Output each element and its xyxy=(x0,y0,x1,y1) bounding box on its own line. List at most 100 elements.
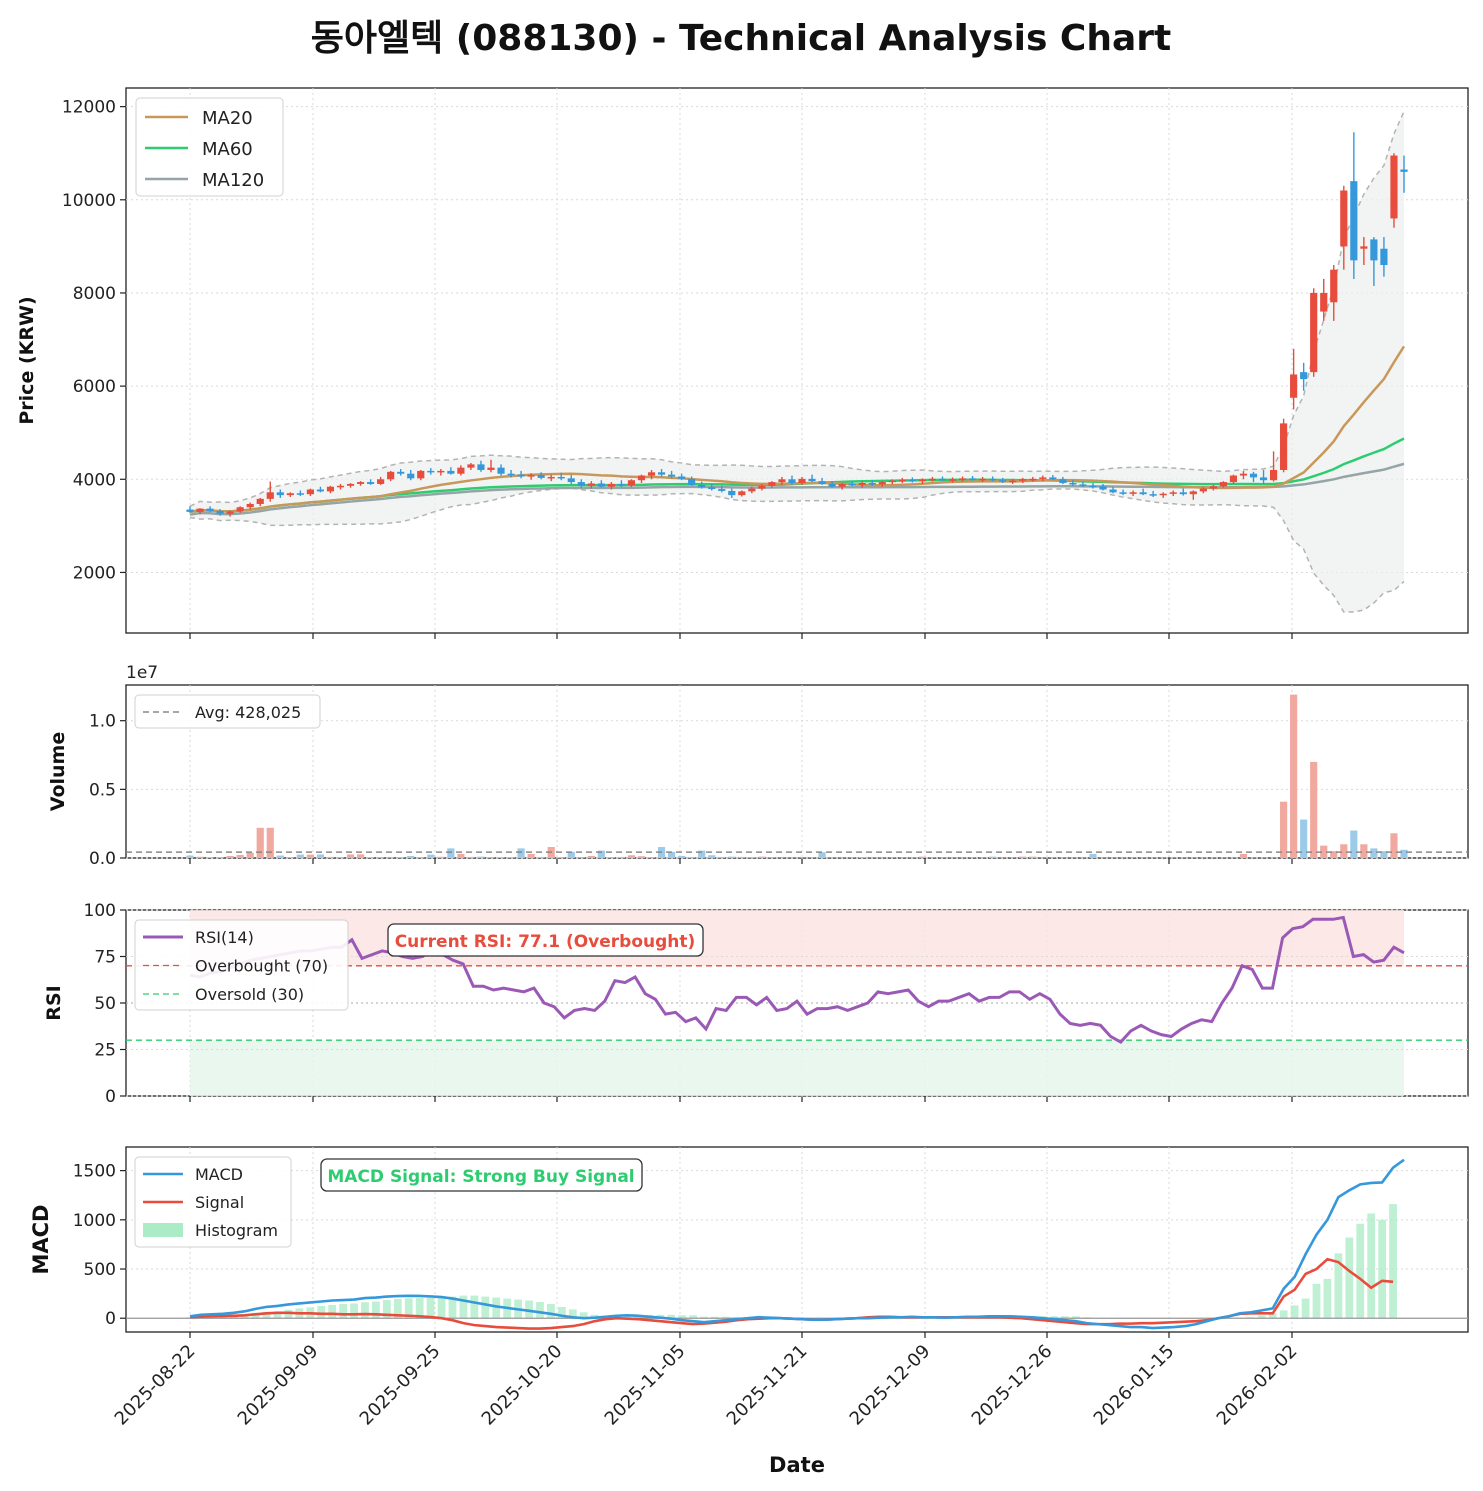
candle-body xyxy=(336,485,345,488)
candle-body xyxy=(1249,473,1258,478)
candle-body xyxy=(457,467,465,474)
candle-body xyxy=(989,478,997,481)
legend-label-ma120: MA120 xyxy=(202,170,264,191)
candle-body xyxy=(647,472,656,476)
volume-bar xyxy=(989,856,997,858)
macd-histogram-bar xyxy=(361,1302,369,1319)
ma20-line xyxy=(189,345,1406,514)
candle-body xyxy=(1099,486,1107,490)
candle-body xyxy=(367,482,375,484)
candle-body xyxy=(497,467,505,474)
candle-body xyxy=(567,478,575,483)
volume-legend-label: Avg: 428,025 xyxy=(195,703,301,722)
volume-ytick-label: 0.5 xyxy=(89,780,116,800)
candle-body xyxy=(587,483,595,486)
candle-body xyxy=(467,464,475,468)
volume-bar xyxy=(557,857,565,858)
macd-histogram-bar xyxy=(568,1309,577,1319)
volume-bar xyxy=(206,857,214,858)
macd-histogram-bar xyxy=(1071,1316,1080,1319)
candle-body xyxy=(1149,494,1157,496)
volume-bar xyxy=(1290,694,1298,858)
candle-body xyxy=(1239,473,1248,476)
candle-body xyxy=(1370,239,1378,261)
candle-body xyxy=(718,489,726,491)
volume-bar xyxy=(407,855,415,858)
candle-body xyxy=(698,484,706,488)
candle-body xyxy=(1199,488,1207,492)
macd-histogram-bar xyxy=(339,1303,348,1319)
macd-line xyxy=(189,1158,1405,1330)
volume-bar xyxy=(286,857,294,858)
candle-body xyxy=(968,478,977,480)
volume-bar xyxy=(1370,848,1378,858)
candle-body xyxy=(1259,477,1268,481)
volume-bar xyxy=(1089,853,1097,858)
candle-body xyxy=(597,483,605,487)
macd-histogram-bar xyxy=(689,1315,698,1319)
volume-bar xyxy=(487,857,495,858)
legend-label-ma60: MA60 xyxy=(202,139,253,160)
volume-bar xyxy=(1310,761,1318,858)
volume-bar xyxy=(417,857,425,858)
macd-histogram-bar xyxy=(1050,1316,1058,1319)
volume-bar xyxy=(527,853,535,858)
candle-body xyxy=(738,491,746,496)
volume-bar xyxy=(818,852,826,858)
volume-bar xyxy=(617,856,626,858)
candle-body xyxy=(236,507,244,512)
volume-panel: 0.0 0.5 1.0 1e7 Volume Avg: 428,025 xyxy=(47,663,1469,869)
volume-bar xyxy=(346,854,355,858)
volume-bar xyxy=(1029,856,1037,858)
candle-body xyxy=(1360,246,1368,249)
volume-bar xyxy=(738,856,746,858)
candle-body xyxy=(256,498,264,504)
candle-body xyxy=(447,470,455,474)
candle-body xyxy=(226,511,234,514)
candle-body xyxy=(1059,479,1067,484)
macd-histogram-bar xyxy=(404,1298,413,1319)
volume-bar xyxy=(718,856,726,858)
rsi-ytick-label: 0 xyxy=(105,1087,116,1107)
macd-histogram-bar xyxy=(393,1299,402,1319)
macd-histogram-bar xyxy=(470,1295,479,1319)
candle-body xyxy=(918,479,926,482)
x-tick-label: 2025-09-25 xyxy=(356,1341,445,1430)
candle-body xyxy=(808,478,816,482)
volume-bar xyxy=(517,848,525,858)
macd-ylabel: MACD xyxy=(29,1205,53,1275)
x-tick-label: 2025-10-20 xyxy=(478,1341,567,1430)
rsi-legend-label: Oversold (30) xyxy=(195,985,304,1004)
price-ytick-label: 8000 xyxy=(73,284,116,304)
candle-body xyxy=(1300,372,1308,380)
volume-bar xyxy=(1400,849,1408,858)
price-legend-box xyxy=(135,97,284,197)
candle-body xyxy=(828,483,836,487)
volume-bar xyxy=(698,850,706,858)
candle-body xyxy=(999,480,1007,482)
volume-bar xyxy=(1380,851,1388,858)
candle-body xyxy=(678,476,686,479)
volume-bar xyxy=(336,857,345,858)
candle-body xyxy=(1109,489,1117,493)
volume-bar xyxy=(1340,844,1348,858)
macd-histogram-bar xyxy=(372,1301,380,1319)
candle-body xyxy=(487,467,495,470)
macd-legend: MACD Signal Histogram xyxy=(134,1156,292,1248)
macd-histogram-bar xyxy=(579,1312,588,1319)
rsi-oversold-zone xyxy=(190,1040,1404,1096)
macd-ytick-label: 500 xyxy=(84,1260,116,1280)
volume-bar xyxy=(356,854,365,858)
price-panel: 2000 4000 6000 8000 10000 12000 Price (KRW) MA2… xyxy=(16,87,1469,639)
candle-body xyxy=(858,483,866,485)
legend-label-ma20: MA20 xyxy=(202,108,253,129)
volume-bar xyxy=(377,857,385,858)
volume-bar xyxy=(246,852,254,858)
candle-body xyxy=(286,493,294,496)
volume-bar xyxy=(296,854,304,858)
volume-bar xyxy=(1350,830,1358,858)
candle-body xyxy=(798,478,806,484)
macd-histogram-bar xyxy=(1257,1315,1266,1319)
rsi-legend-label: Overbought (70) xyxy=(195,957,328,976)
chart-title: 동아엘텍 (088130) - Technical Analysis Chart xyxy=(311,18,1171,59)
